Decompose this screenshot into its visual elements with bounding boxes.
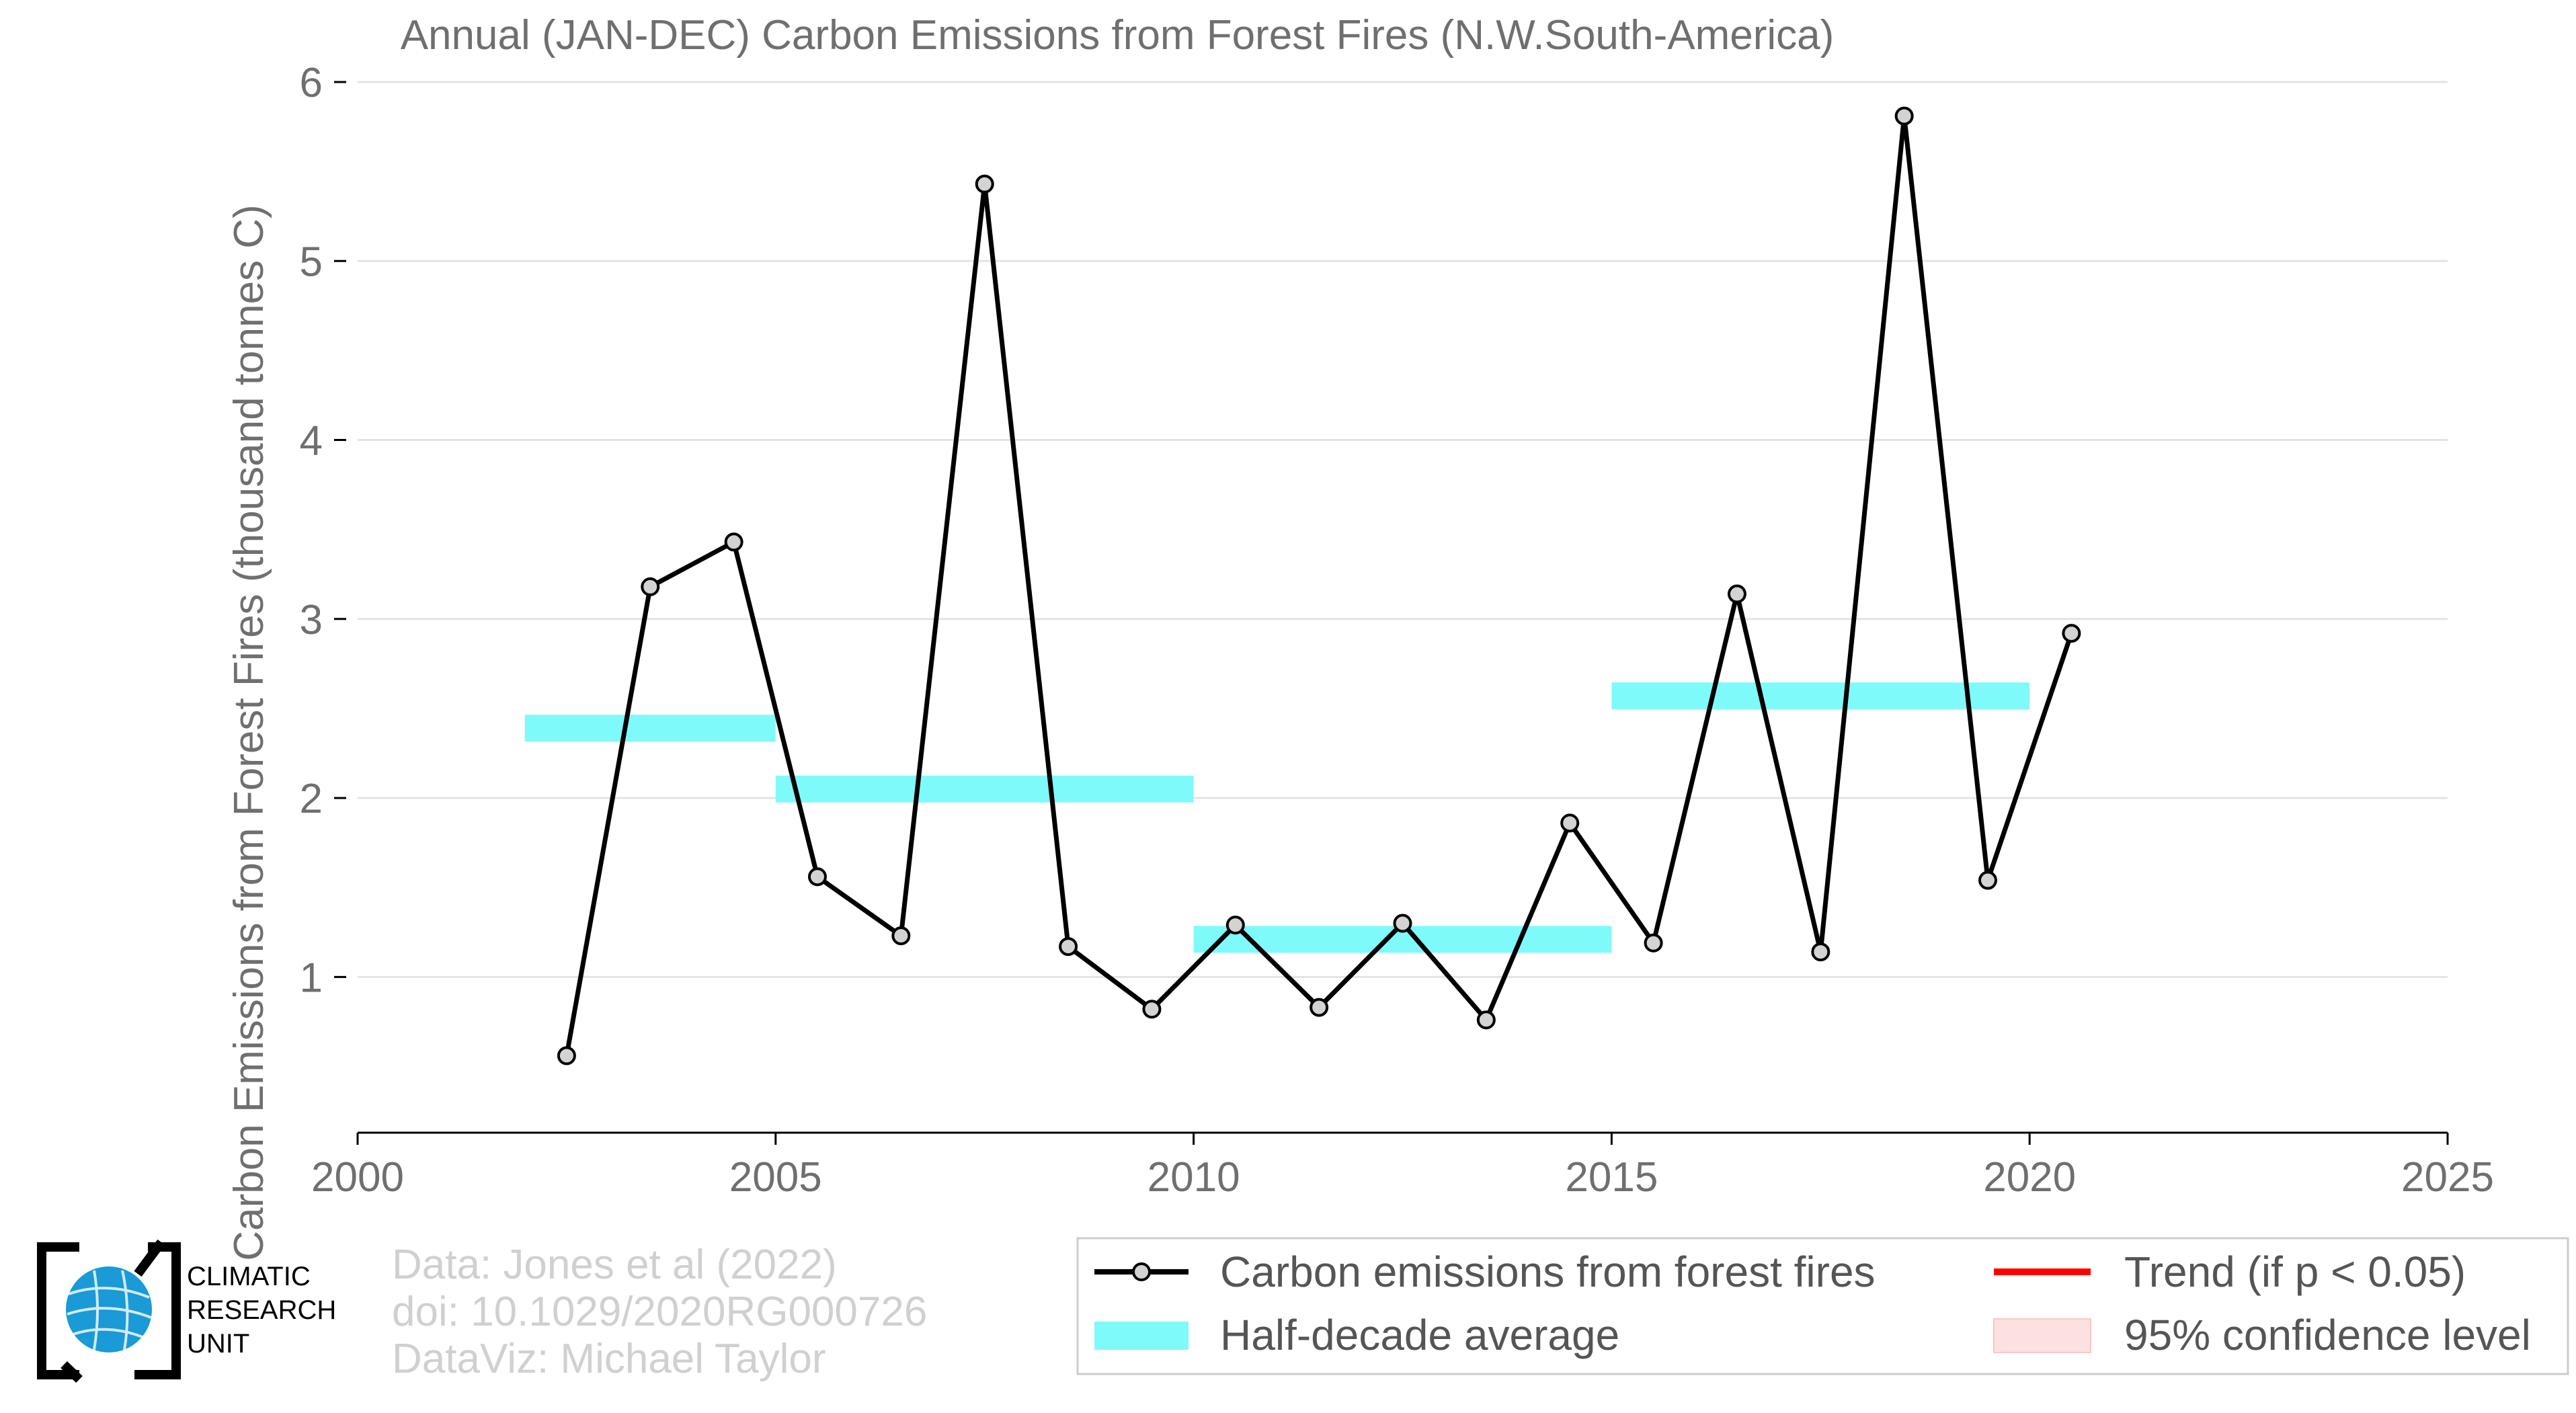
logo-left-bracket-icon: [37, 1242, 79, 1379]
emissions-series: [557, 106, 2081, 1065]
legend: Carbon emissions from forest fires Trend…: [1076, 1237, 2569, 1375]
x-tick-label-2010: 2010: [1148, 1154, 1240, 1201]
y-tick-label-5: 5: [300, 239, 323, 285]
legend-item-emissions: Carbon emissions from forest fires: [1094, 1248, 1876, 1296]
data-point-2002.5: [557, 1046, 576, 1065]
legend-item-confidence: 95% confidence level: [1993, 1311, 2531, 1359]
legend-marker-icon: [1132, 1262, 1151, 1281]
chart-title: Annual (JAN-DEC) Carbon Emissions from F…: [401, 12, 1835, 58]
legend-label-confidence: 95% confidence level: [2124, 1311, 2531, 1359]
logo-text-line2: RESEARCH: [187, 1295, 336, 1325]
x-tick-label-2005: 2005: [729, 1154, 822, 1201]
data-point-2008.5: [1059, 937, 1078, 957]
legend-band-icon: [1094, 1322, 1189, 1350]
data-point-2018.5: [1894, 106, 1914, 126]
data-point-2005.5: [807, 867, 827, 887]
logo-text-line1: CLIMATIC: [187, 1262, 311, 1291]
gridlines: [358, 81, 2448, 978]
data-point-2016.5: [1727, 584, 1746, 604]
data-point-2020.5: [2062, 624, 2081, 643]
legend-label-emissions: Carbon emissions from forest fires: [1220, 1248, 1876, 1296]
data-point-2011.5: [1310, 998, 1329, 1017]
x-axis-ticks: 2000 2005 2010 2015 2020 2025: [311, 1133, 2494, 1201]
legend-box: [1076, 1237, 2569, 1375]
logo-text-line3: UNIT: [187, 1329, 249, 1359]
x-tick-label-2020: 2020: [1983, 1154, 2076, 1201]
y-tick-label-1: 1: [300, 955, 323, 1001]
data-point-2014.5: [1560, 813, 1580, 833]
series-line-0: [564, 114, 2074, 1057]
data-point-2010.5: [1225, 916, 1245, 935]
cru-logo: CLIMATIC RESEARCH UNIT: [37, 1239, 336, 1383]
data-point-2004.5: [724, 532, 743, 552]
legend-label-trend: Trend (if p < 0.05): [2124, 1248, 2466, 1296]
data-point-2013.5: [1476, 1010, 1496, 1030]
x-tick-label-2000: 2000: [311, 1154, 404, 1201]
credit-dataviz: DataViz: Michael Taylor: [392, 1336, 826, 1382]
legend-patch-icon: [1993, 1318, 2091, 1353]
data-point-2007.5: [975, 174, 994, 194]
credit-doi: doi: 10.1029/2020RG000726: [392, 1289, 927, 1335]
half-decade-average-bars: [524, 682, 2030, 953]
data-point-2017.5: [1811, 942, 1830, 962]
y-tick-label-6: 6: [300, 60, 323, 106]
y-axis-label: Carbon Emissions from Forest Fires (thou…: [226, 204, 272, 1260]
y-axis-ticks: 1 2 3 4 5 6: [300, 60, 346, 1001]
data-point-2003.5: [641, 577, 660, 596]
y-tick-label-4: 4: [300, 418, 323, 465]
y-tick-label-2: 2: [300, 776, 323, 822]
data-point-2019.5: [1978, 871, 1998, 890]
legend-item-trend: Trend (if p < 0.05): [1994, 1248, 2466, 1296]
data-point-2015.5: [1644, 933, 1663, 953]
data-point-2009.5: [1142, 1000, 1162, 1019]
y-tick-label-3: 3: [300, 597, 323, 643]
data-point-2012.5: [1393, 914, 1412, 933]
x-tick-label-2015: 2015: [1565, 1154, 1658, 1201]
credit-data-source: Data: Jones et al (2022): [392, 1242, 837, 1288]
data-point-2006.5: [891, 926, 911, 946]
globe-icon: [66, 1266, 152, 1353]
x-tick-label-2025: 2025: [2401, 1154, 2494, 1201]
legend-label-half-decade: Half-decade average: [1220, 1311, 1619, 1359]
legend-item-half-decade: Half-decade average: [1094, 1311, 1619, 1359]
